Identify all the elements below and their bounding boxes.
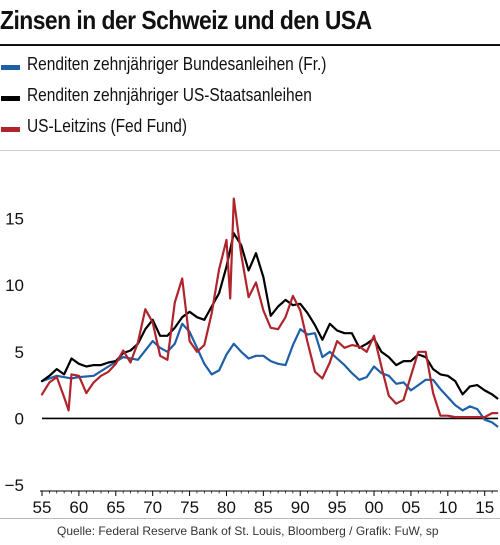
y-tick-label: 5: [15, 343, 24, 362]
legend-swatch-ch-bonds: [1, 65, 20, 70]
x-tick-label: 90: [291, 498, 310, 517]
x-tick-label: 55: [33, 498, 52, 517]
source-note: Quelle: Federal Reserve Bank of St. Loui…: [57, 524, 439, 538]
legend-label-fed-funds: US-Leitzins (Fed Fund): [27, 116, 188, 136]
legend-swatch-us-bonds: [1, 96, 20, 101]
x-tick-label: 05: [401, 498, 420, 517]
legend-swatch-fed-funds: [1, 127, 20, 132]
legend-label-ch-bonds: Renditen zehnjähriger Bundesanleihen (Fr…: [27, 54, 327, 74]
title-rule: [0, 44, 500, 46]
y-tick-label: 15: [5, 210, 24, 229]
x-tick-label: 00: [365, 498, 384, 517]
x-tick-label: 80: [217, 498, 236, 517]
x-tick-label: 85: [254, 498, 273, 517]
legend-label-us-bonds: Renditen zehnjähriger US-Staatsanleihen: [27, 85, 312, 105]
x-tick-label: 65: [106, 498, 125, 517]
x-tick-label: 75: [180, 498, 199, 517]
series-line-ch-bonds: [40, 322, 499, 428]
series-line-fed-funds: [40, 197, 499, 419]
x-tick-label: 10: [438, 498, 457, 517]
page-title: Zinsen in der Schweiz und den USA: [0, 5, 372, 35]
y-tick-label: −5: [5, 476, 24, 495]
x-tick-label: 95: [328, 498, 347, 517]
x-tick-label: 60: [69, 498, 88, 517]
x-tick-label: 70: [143, 498, 162, 517]
source-rule: [0, 518, 500, 519]
legend-separator: [0, 150, 500, 151]
y-tick-label: 10: [5, 276, 24, 295]
x-tick-label: 15: [475, 498, 494, 517]
y-tick-label: 0: [15, 409, 24, 428]
